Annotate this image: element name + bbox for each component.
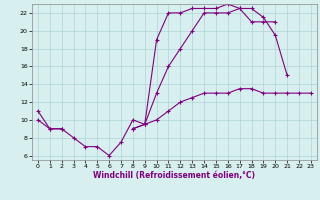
X-axis label: Windchill (Refroidissement éolien,°C): Windchill (Refroidissement éolien,°C) [93,171,255,180]
